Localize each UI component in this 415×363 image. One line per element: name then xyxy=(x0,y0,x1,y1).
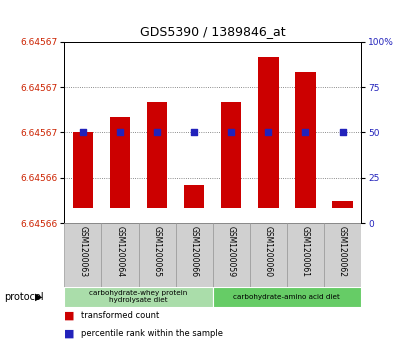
Point xyxy=(191,130,198,135)
Text: GSM1200062: GSM1200062 xyxy=(338,227,347,277)
Text: GSM1200066: GSM1200066 xyxy=(190,227,199,278)
Bar xyxy=(147,102,167,208)
Bar xyxy=(110,117,130,208)
Text: GSM1200060: GSM1200060 xyxy=(264,227,273,278)
Bar xyxy=(213,223,250,287)
Bar xyxy=(64,223,101,287)
Text: GSM1200059: GSM1200059 xyxy=(227,227,236,278)
Bar xyxy=(295,72,316,208)
Point xyxy=(154,130,160,135)
Text: carbohydrate-whey protein
hydrolysate diet: carbohydrate-whey protein hydrolysate di… xyxy=(89,290,188,303)
Text: ■: ■ xyxy=(64,329,75,339)
Bar xyxy=(73,132,93,208)
Point xyxy=(80,130,86,135)
Point xyxy=(228,130,234,135)
Text: percentile rank within the sample: percentile rank within the sample xyxy=(81,329,223,338)
Bar xyxy=(287,223,324,287)
Text: ▶: ▶ xyxy=(35,292,43,302)
Text: transformed count: transformed count xyxy=(81,311,159,320)
Text: ■: ■ xyxy=(64,311,75,321)
Point xyxy=(302,130,309,135)
Text: GSM1200061: GSM1200061 xyxy=(301,227,310,277)
Bar xyxy=(139,223,176,287)
Text: GSM1200064: GSM1200064 xyxy=(115,227,124,278)
Text: protocol: protocol xyxy=(4,292,44,302)
Bar xyxy=(250,223,287,287)
Bar xyxy=(258,57,278,208)
Bar xyxy=(324,223,361,287)
Point xyxy=(265,130,272,135)
Text: GSM1200065: GSM1200065 xyxy=(153,227,161,278)
Bar xyxy=(184,185,204,208)
Point xyxy=(117,130,123,135)
Text: GSM1200063: GSM1200063 xyxy=(78,227,88,278)
Bar xyxy=(213,287,361,307)
Bar xyxy=(221,102,242,208)
Text: carbohydrate-amino acid diet: carbohydrate-amino acid diet xyxy=(233,294,340,300)
Point xyxy=(339,130,346,135)
Bar xyxy=(101,223,139,287)
Bar xyxy=(332,201,353,208)
Bar xyxy=(64,287,213,307)
Title: GDS5390 / 1389846_at: GDS5390 / 1389846_at xyxy=(140,25,286,38)
Bar xyxy=(176,223,213,287)
